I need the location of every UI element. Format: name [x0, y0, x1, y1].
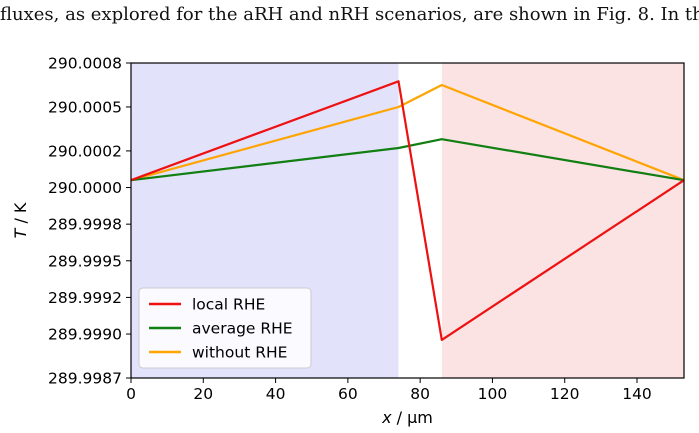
y-tick-label: 290.0005: [48, 98, 122, 116]
body-text-line: fluxes, as explored for the aRH and nRH …: [0, 4, 699, 25]
plot-frame: [130, 62, 685, 379]
x-axis-ticks: 0 20 40 60 80 100 120 140: [126, 378, 652, 403]
series-line-local-rhe: [130, 80, 685, 341]
y-tick-label: 290.0002: [48, 142, 122, 160]
y-tick-label: 289.9998: [48, 216, 122, 234]
legend-label: without RHE: [192, 344, 287, 362]
y-axis-label: T / K: [11, 202, 30, 238]
legend-label: local RHE: [192, 296, 265, 314]
x-tick-label: 60: [338, 385, 358, 403]
y-axis-variable: T: [11, 227, 30, 238]
legend: local RHE average RHE without RHE: [138, 287, 312, 369]
x-tick-label: 140: [622, 385, 652, 403]
y-tick-label: 289.9992: [48, 289, 122, 307]
x-tick-label: 120: [550, 385, 580, 403]
y-tick-label: 289.9995: [48, 252, 122, 270]
x-tick-label: 0: [126, 385, 136, 403]
y-axis-ticks: 289.9987 289.9990 289.9992 289.9995 289.9998…: [48, 55, 131, 388]
legend-label: average RHE: [192, 320, 293, 338]
y-tick-label: 290.0000: [48, 179, 122, 197]
x-axis-label: x / μm: [381, 408, 433, 427]
x-tick-label: 100: [478, 385, 508, 403]
legend-box: [138, 287, 312, 369]
series-line-average-rhe: [130, 138, 685, 182]
x-tick-label: 40: [266, 385, 286, 403]
shaded-region-2: [441, 63, 684, 378]
y-tick-label: 289.9987: [48, 370, 122, 388]
series-lines: [130, 80, 685, 341]
x-tick-label: 80: [410, 385, 430, 403]
x-tick-label: 20: [193, 385, 213, 403]
x-axis-variable: x: [381, 408, 392, 427]
series-line-without-rhe: [130, 83, 685, 182]
y-tick-label: 290.0008: [48, 55, 122, 73]
y-axis-unit: / K: [11, 202, 30, 229]
y-tick-label: 289.9990: [48, 326, 122, 344]
x-axis-unit: / μm: [392, 408, 433, 427]
